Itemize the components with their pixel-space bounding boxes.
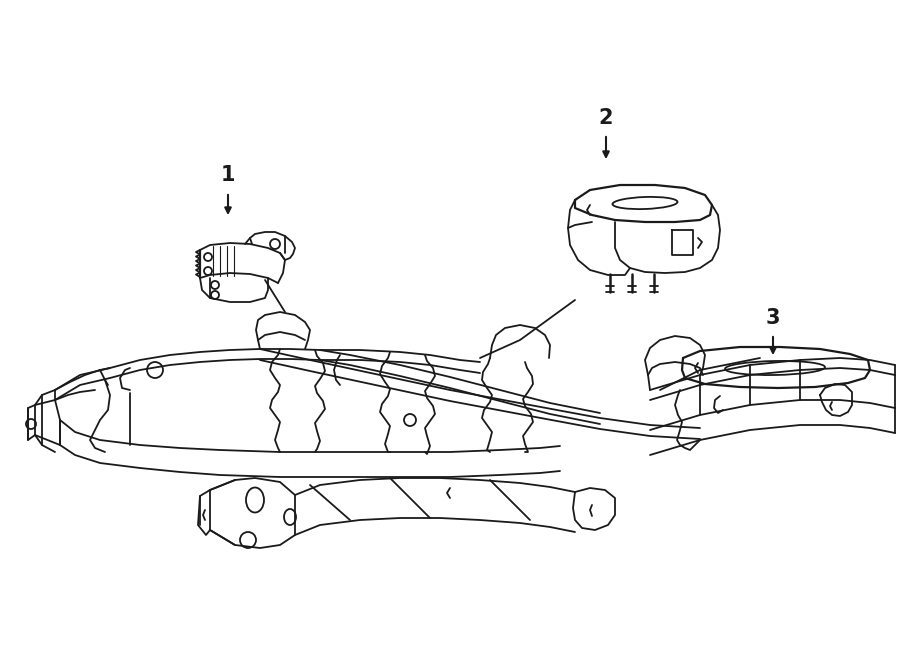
Text: 2: 2 xyxy=(598,108,613,128)
Text: 1: 1 xyxy=(220,165,235,185)
Text: 3: 3 xyxy=(766,308,780,328)
